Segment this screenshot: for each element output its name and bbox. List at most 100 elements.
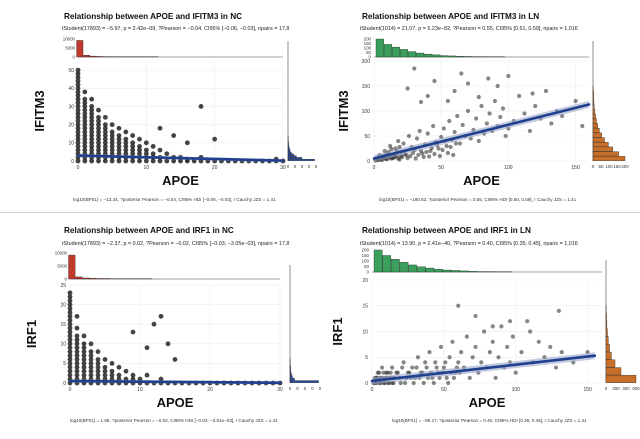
data-point <box>89 122 95 128</box>
y-axis-title: IFITM3 <box>32 90 47 131</box>
data-point <box>75 136 81 142</box>
data-point <box>498 114 503 120</box>
right-hist-bar <box>287 142 289 145</box>
data-point <box>401 360 406 365</box>
data-point <box>109 129 115 135</box>
data-point <box>157 158 163 164</box>
data-point <box>75 111 81 117</box>
right-hist-bar <box>287 153 294 156</box>
chart-caption: log10(BF01) = −180.52, ?posterior Pearso… <box>379 197 577 202</box>
data-point <box>437 153 442 159</box>
right-hist-bar <box>592 146 614 152</box>
data-point <box>89 140 95 146</box>
data-point <box>445 150 451 156</box>
right-hist-bar <box>289 373 292 376</box>
x-tick-label: 30 <box>280 165 286 171</box>
data-point <box>82 107 88 113</box>
top-hist-tick-label: 100 <box>364 46 372 51</box>
x-tick-label: 50 <box>438 165 444 171</box>
data-point <box>553 365 559 370</box>
data-point <box>130 329 136 335</box>
top-hist-bar <box>96 56 104 58</box>
data-point <box>412 66 417 71</box>
data-point <box>171 158 177 164</box>
top-hist-tick-label: 150 <box>364 41 372 46</box>
data-point <box>165 341 171 347</box>
data-point <box>396 156 401 161</box>
data-point <box>74 361 80 366</box>
data-point <box>82 114 88 120</box>
data-point <box>130 158 136 164</box>
x-tick-label: 20 <box>212 165 218 171</box>
data-point <box>513 370 518 375</box>
data-point <box>75 74 81 80</box>
data-point <box>452 88 457 94</box>
data-point <box>75 122 81 128</box>
panel-apoe-irf1-nc: Relationship between APOE and IRF1 in NC… <box>0 220 322 432</box>
x-tick-label: 100 <box>504 165 513 171</box>
right-hist-bar <box>289 365 291 369</box>
chart-caption: log10(BF01) = −85.17, ?posterior Pearson… <box>392 418 587 423</box>
data-point <box>67 310 73 315</box>
data-point <box>150 158 156 164</box>
right-hist-tick-label: 400 <box>622 386 630 391</box>
data-point <box>109 372 115 378</box>
data-point <box>445 98 451 104</box>
data-point <box>143 158 149 164</box>
data-point <box>375 370 380 375</box>
data-point <box>396 138 401 144</box>
data-point <box>510 334 515 339</box>
data-point <box>459 350 464 355</box>
y-tick-label: 0 <box>63 381 66 387</box>
data-point <box>89 129 95 135</box>
data-point <box>456 303 461 308</box>
data-point <box>441 365 446 370</box>
data-point <box>82 89 88 95</box>
chart-subtitle: tStudent(1014) = 21.07, p = 5.23e−82, ?P… <box>360 26 578 32</box>
top-hist-bar <box>448 55 457 58</box>
data-point <box>67 321 73 327</box>
data-point <box>75 125 81 131</box>
data-point <box>452 129 457 135</box>
data-point <box>102 125 108 131</box>
top-hist-tick-label: 5000 <box>65 46 75 51</box>
right-hist-tick-label: 200 <box>621 164 629 169</box>
y-tick-label: 20 <box>60 302 66 308</box>
data-point <box>116 140 122 146</box>
top-hist-bar <box>90 55 97 58</box>
data-point <box>436 146 441 151</box>
data-point <box>450 339 455 344</box>
data-point <box>465 108 471 114</box>
chart-apoe-irf1-ln: Relationship between APOE and IRF1 in LN… <box>330 226 640 423</box>
row-divider <box>0 212 640 213</box>
right-hist-bar <box>287 141 289 144</box>
data-point <box>533 103 538 109</box>
data-point <box>130 151 136 157</box>
data-point <box>402 380 408 386</box>
right-hist-bar <box>592 137 605 143</box>
data-point <box>75 133 81 138</box>
data-point <box>556 308 561 313</box>
data-point <box>408 153 413 159</box>
y-tick-label: 10 <box>362 329 368 335</box>
chart-apoe-ifitm3-nc: Relationship between APOE and IFITM3 in … <box>32 12 318 202</box>
y-axis-title: IFITM3 <box>336 90 351 131</box>
right-hist-bar <box>287 148 290 151</box>
data-point <box>144 372 150 378</box>
data-point <box>438 344 444 350</box>
right-hist-tick-label: 0 <box>311 386 314 391</box>
right-hist-tick-label: 0 <box>301 164 304 169</box>
data-point <box>431 380 436 386</box>
data-point <box>102 122 108 128</box>
data-point <box>522 111 527 116</box>
top-hist-bar <box>460 270 469 273</box>
data-point <box>102 129 108 135</box>
data-point <box>95 372 101 378</box>
data-point <box>484 121 489 126</box>
data-point <box>82 140 88 146</box>
y-axis-title: IRF1 <box>24 320 39 348</box>
data-point <box>96 147 101 153</box>
right-hist-tick-label: 100 <box>605 164 613 169</box>
data-point <box>67 372 73 378</box>
data-point <box>75 96 81 102</box>
